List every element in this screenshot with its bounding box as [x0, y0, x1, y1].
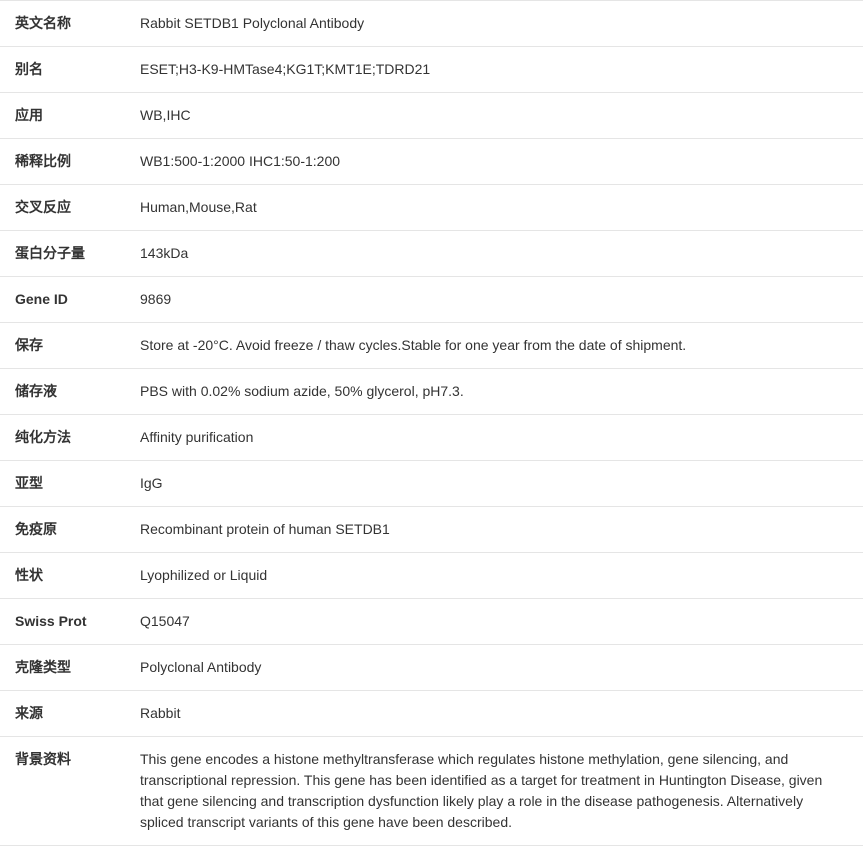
table-row: 储存液PBS with 0.02% sodium azide, 50% glyc…	[0, 369, 863, 415]
table-row: 克隆类型Polyclonal Antibody	[0, 645, 863, 691]
table-row: 性状Lyophilized or Liquid	[0, 553, 863, 599]
row-value: IgG	[130, 461, 863, 506]
row-label: 英文名称	[0, 1, 130, 46]
table-row: 稀释比例WB1:500-1:2000 IHC1:50-1:200	[0, 139, 863, 185]
row-value: Polyclonal Antibody	[130, 645, 863, 690]
row-value: Store at -20°C. Avoid freeze / thaw cycl…	[130, 323, 863, 368]
table-row: 蛋白分子量143kDa	[0, 231, 863, 277]
table-row: 来源Rabbit	[0, 691, 863, 737]
table-row: 英文名称Rabbit SETDB1 Polyclonal Antibody	[0, 0, 863, 47]
row-label: 性状	[0, 553, 130, 598]
table-row: 纯化方法Affinity purification	[0, 415, 863, 461]
table-row: 背景资料This gene encodes a histone methyltr…	[0, 737, 863, 846]
spec-table: 英文名称Rabbit SETDB1 Polyclonal Antibody别名E…	[0, 0, 863, 846]
row-label: 储存液	[0, 369, 130, 414]
row-value: Human,Mouse,Rat	[130, 185, 863, 230]
row-value: Affinity purification	[130, 415, 863, 460]
table-row: Swiss ProtQ15047	[0, 599, 863, 645]
row-value: Recombinant protein of human SETDB1	[130, 507, 863, 552]
row-label: 应用	[0, 93, 130, 138]
row-label: 稀释比例	[0, 139, 130, 184]
row-label: Swiss Prot	[0, 599, 130, 644]
row-label: 别名	[0, 47, 130, 92]
row-value: Rabbit	[130, 691, 863, 736]
table-row: 免疫原Recombinant protein of human SETDB1	[0, 507, 863, 553]
row-label: 蛋白分子量	[0, 231, 130, 276]
row-label: Gene ID	[0, 277, 130, 322]
row-value: PBS with 0.02% sodium azide, 50% glycero…	[130, 369, 863, 414]
row-value: 9869	[130, 277, 863, 322]
table-row: Gene ID9869	[0, 277, 863, 323]
table-row: 保存Store at -20°C. Avoid freeze / thaw cy…	[0, 323, 863, 369]
row-label: 保存	[0, 323, 130, 368]
row-value: WB,IHC	[130, 93, 863, 138]
row-label: 亚型	[0, 461, 130, 506]
row-label: 背景资料	[0, 737, 130, 845]
table-row: 亚型IgG	[0, 461, 863, 507]
row-value: 143kDa	[130, 231, 863, 276]
row-value: Rabbit SETDB1 Polyclonal Antibody	[130, 1, 863, 46]
row-value: ESET;H3-K9-HMTase4;KG1T;KMT1E;TDRD21	[130, 47, 863, 92]
row-label: 克隆类型	[0, 645, 130, 690]
row-label: 免疫原	[0, 507, 130, 552]
table-row: 应用WB,IHC	[0, 93, 863, 139]
row-label: 纯化方法	[0, 415, 130, 460]
row-value: This gene encodes a histone methyltransf…	[130, 737, 863, 845]
row-value: WB1:500-1:2000 IHC1:50-1:200	[130, 139, 863, 184]
table-row: 别名ESET;H3-K9-HMTase4;KG1T;KMT1E;TDRD21	[0, 47, 863, 93]
row-value: Lyophilized or Liquid	[130, 553, 863, 598]
row-label: 交叉反应	[0, 185, 130, 230]
table-row: 交叉反应Human,Mouse,Rat	[0, 185, 863, 231]
row-value: Q15047	[130, 599, 863, 644]
row-label: 来源	[0, 691, 130, 736]
